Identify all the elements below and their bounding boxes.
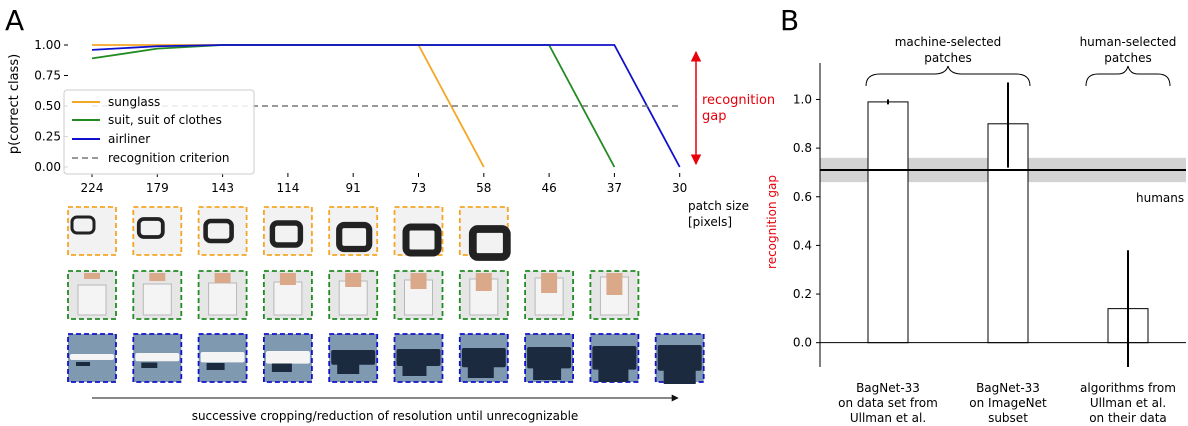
b-category-label: BagNet-33 [856, 381, 920, 395]
a-xtick-label: 114 [276, 181, 299, 195]
b-category-label: Ullman et al. [850, 411, 926, 425]
thumbnail-airliner [458, 333, 509, 383]
a-xtick-label: 30 [672, 181, 687, 195]
thumbnail-airliner [524, 333, 574, 383]
thumbnail-sunglass [458, 206, 511, 261]
panel-a-x-ticks: 224 179 143 114 91 73 58 46 37 30 [81, 173, 687, 195]
a-ytick-label: 0.75 [34, 69, 61, 83]
thumbnail-airliner [197, 333, 248, 383]
thumbnail-airliner [132, 333, 183, 383]
thumbnail-suit [524, 270, 574, 320]
recognition-gap-label-line2: gap [702, 109, 726, 124]
a-xtick-label: 46 [541, 181, 556, 195]
thumbnail-airliner [328, 333, 379, 383]
a-xtick-label: 224 [81, 181, 104, 195]
panel-a-series [91, 44, 681, 168]
thumbnail-sunglass [328, 206, 379, 256]
thumbnail-airliner [654, 333, 705, 384]
b-category-label: on data set from [838, 396, 938, 410]
cropping-arrow-caption: successive cropping/reduction of resolut… [192, 409, 579, 423]
brace-machine [865, 65, 1031, 87]
b-ytick-label: 1.0 [793, 92, 812, 106]
legend-label-suit: suit, suit of clothes [108, 113, 222, 127]
brace-human [1085, 65, 1171, 87]
legend-label-criterion: recognition criterion [108, 151, 230, 165]
panel-a-legend: sunglass suit, suit of clothes airliner … [63, 89, 255, 175]
panel-a-ylabel: p(correct class) [7, 54, 22, 154]
panel-b-bar-chart: 0.0 0.2 0.4 0.6 0.8 1.0 [793, 63, 1186, 367]
b-ytick-label: 0.2 [793, 287, 812, 301]
b-category-label: subset [988, 411, 1028, 425]
panel-a-line-chart: p(correct class) 0.00 0.25 0.50 0.75 1.00 22… [7, 38, 687, 195]
thumbnail-airliner [67, 333, 117, 383]
legend-label-sunglass: sunglass [108, 95, 160, 109]
thumbnail-sunglass [262, 206, 313, 256]
b-category-label: on their data [1089, 411, 1167, 425]
panel-b-bars [867, 82, 1149, 367]
b-ytick-label: 0.6 [793, 190, 812, 204]
panel-a-y-ticks: 0.00 0.25 0.50 0.75 1.00 [34, 38, 68, 174]
thumbnail-suit [393, 270, 444, 320]
bar-0 [867, 101, 909, 344]
thumbnail-sunglass [393, 206, 444, 257]
a-xtick-label: 143 [211, 181, 234, 195]
a-ytick-label: 1.00 [34, 38, 61, 52]
thumbnail-grid [67, 206, 705, 384]
series-line-airliner [91, 44, 681, 168]
a-ytick-label: 0.25 [34, 130, 61, 144]
a-xtick-label: 179 [146, 181, 169, 195]
thumbnail-sunglass [132, 206, 183, 256]
recognition-gap-label-line1: recognition [702, 93, 775, 108]
panel-b-y-ticks: 0.0 0.2 0.4 0.6 0.8 1.0 [793, 92, 820, 350]
b-ytick-label: 0.0 [793, 336, 812, 350]
thumbnail-suit [328, 270, 379, 320]
thumbnail-airliner [262, 333, 313, 383]
panel-a-letter: A [5, 4, 24, 37]
thumbnail-suit [262, 270, 313, 320]
panel-b-ylabel: recognition gap [765, 175, 779, 269]
group-label-machine-line2: patches [924, 51, 972, 65]
thumbnail-suit [67, 270, 117, 320]
thumbnail-sunglass [197, 206, 248, 256]
a-xtick-label: 58 [476, 181, 491, 195]
humans-label: humans [1136, 191, 1184, 205]
b-category-label: Ullman et al. [1090, 396, 1166, 410]
thumbnail-sunglass [67, 206, 117, 256]
thumbnail-airliner [589, 333, 640, 383]
legend-label-airliner: airliner [108, 132, 150, 146]
group-label-machine-line1: machine-selected [895, 35, 1002, 49]
b-category-label: on ImageNet [969, 396, 1047, 410]
thumbnail-suit [197, 270, 248, 320]
thumbnail-suit [589, 270, 640, 320]
group-label-human-line1: human-selected [1080, 35, 1177, 49]
a-xtick-label: 37 [607, 181, 622, 195]
a-ytick-label: 0.00 [34, 160, 61, 174]
b-ytick-label: 0.4 [793, 238, 812, 252]
panel-a-xlabel-line1: patch size [688, 199, 749, 213]
panel-b-letter: B [780, 4, 799, 37]
group-label-human-line2: patches [1104, 51, 1152, 65]
a-xtick-label: 91 [346, 181, 361, 195]
thumbnail-suit [458, 270, 509, 320]
b-category-label: BagNet-33 [976, 381, 1040, 395]
panel-a-xlabel-line2: [pixels] [688, 215, 732, 229]
a-xtick-label: 73 [411, 181, 426, 195]
a-ytick-label: 0.50 [34, 99, 61, 113]
thumbnail-suit [132, 270, 183, 320]
b-category-label: algorithms from [1080, 381, 1176, 395]
b-ytick-label: 0.8 [793, 141, 812, 155]
thumbnail-airliner [393, 333, 444, 383]
